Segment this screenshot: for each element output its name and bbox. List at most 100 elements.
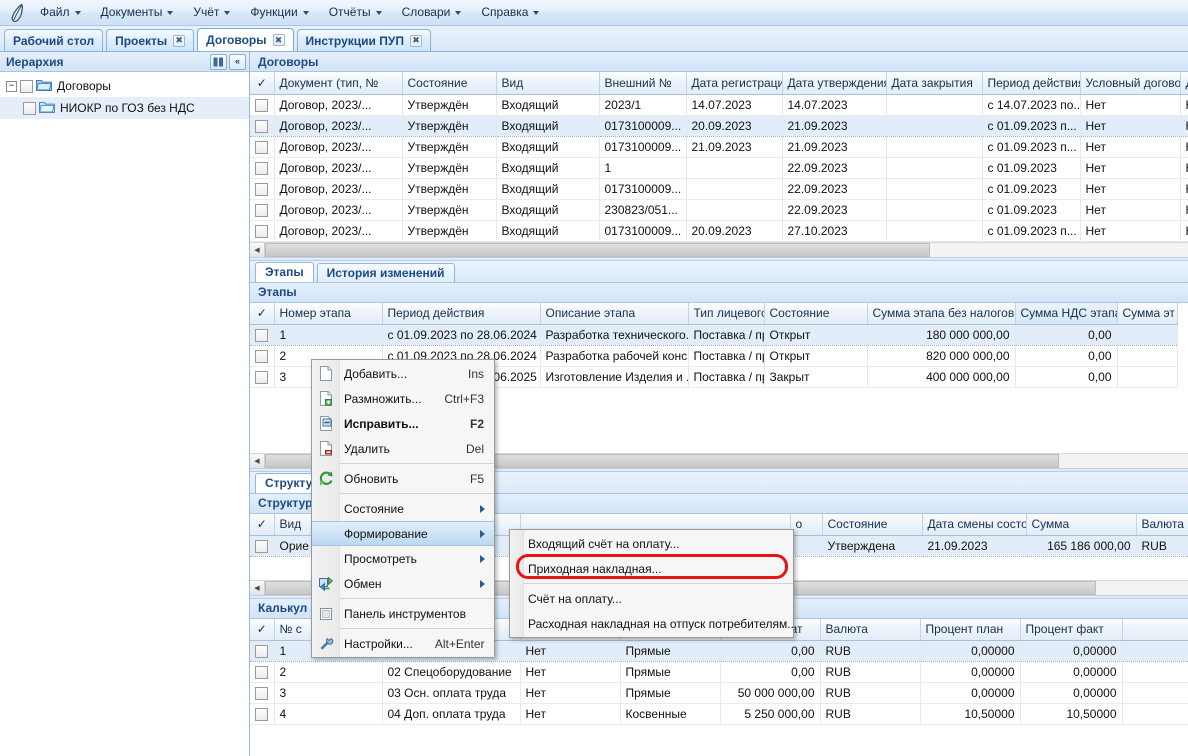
find-icon[interactable]: [210, 53, 227, 70]
tab-etapy[interactable]: Этапы: [255, 261, 314, 282]
row-checkbox[interactable]: [255, 708, 269, 722]
column-header-acct[interactable]: Тип лицевого счёт: [688, 302, 765, 325]
hierarchy-tree[interactable]: − Договоры НИОКР по: [0, 72, 249, 756]
splitter-stages-structure[interactable]: [250, 467, 1188, 472]
scroll-left-icon[interactable]: ◀: [250, 242, 265, 257]
scroll-left-icon[interactable]: ◀: [250, 453, 265, 468]
menu-documents[interactable]: Документы: [91, 1, 184, 24]
column-header-curr[interactable]: Валюта: [820, 618, 921, 641]
row-checkbox[interactable]: [255, 645, 269, 659]
close-icon[interactable]: ✖: [409, 34, 422, 47]
scroll-left-icon[interactable]: ◀: [250, 580, 265, 595]
row-checkbox[interactable]: [255, 161, 269, 175]
column-header-pct_fact[interactable]: Процент факт: [1020, 618, 1123, 641]
collapse-panel-icon[interactable]: «: [229, 53, 246, 70]
context-submenu-formirovanie[interactable]: Входящий счёт на оплату... Приходная накл…: [509, 529, 797, 638]
column-header-curr[interactable]: Валюта: [1136, 513, 1188, 536]
row-checkbox[interactable]: [255, 203, 269, 217]
table-row[interactable]: 2 02 Спецоборудование Нет Прямые 0,00 RUB 0,00…: [250, 661, 1188, 683]
row-checkbox[interactable]: [255, 687, 269, 701]
column-header-check[interactable]: ✓: [250, 72, 275, 95]
column-header-check[interactable]: ✓: [250, 513, 275, 536]
column-header-period[interactable]: Период действия: [382, 302, 541, 325]
menu-item-состояние[interactable]: Состояние: [312, 496, 494, 521]
menu-item-обновить[interactable]: Обновить F5: [312, 466, 494, 491]
menu-functions[interactable]: Функции: [240, 1, 318, 24]
row-checkbox[interactable]: [255, 98, 269, 112]
column-header-appr_date[interactable]: Дата утверждения: [782, 72, 887, 95]
row-checkbox[interactable]: [255, 666, 269, 680]
column-header-state_date[interactable]: Дата смены состоя: [922, 513, 1027, 536]
menu-help[interactable]: Справка: [471, 1, 549, 24]
table-row[interactable]: Договор, 2023/... Утверждён Входящий 017310…: [250, 220, 1188, 242]
menu-item-просмотреть[interactable]: Просмотреть: [312, 546, 494, 571]
menu-dictionaries[interactable]: Словари: [392, 1, 472, 24]
scroll-track[interactable]: [265, 242, 1188, 257]
column-header-sum_net[interactable]: Сумма этапа без налогов: [867, 302, 1016, 325]
column-header-state[interactable]: Состояние: [764, 302, 868, 325]
tab-istoriya-izmeneniy[interactable]: История изменений: [316, 262, 455, 282]
tab-proekty[interactable]: Проекты ✖: [106, 29, 195, 51]
menu-reports[interactable]: Отчёты: [319, 1, 392, 24]
column-header-period[interactable]: Период действия..: [982, 72, 1081, 95]
menu-item-приходная-накладная[interactable]: Приходная накладная...: [510, 556, 793, 581]
row-checkbox[interactable]: [255, 224, 269, 238]
row-checkbox[interactable]: [255, 140, 269, 154]
column-header-pct_plan[interactable]: Процент план: [920, 618, 1021, 641]
column-header-cond[interactable]: Условный договор: [1080, 72, 1181, 95]
node-checkbox[interactable]: [20, 79, 33, 93]
row-checkbox[interactable]: [255, 350, 269, 364]
column-header-sum_tot[interactable]: Сумма эт: [1117, 302, 1178, 325]
context-menu[interactable]: Добавить... Ins Размножить... Ctrl+F3 Исправ…: [311, 359, 495, 658]
splitter-contracts-stages[interactable]: [250, 256, 1188, 261]
menu-item-входящий-счёт-на-оплату[interactable]: Входящий счёт на оплату...: [510, 531, 793, 556]
menu-item-формирование[interactable]: Формирование: [312, 521, 494, 546]
row-checkbox[interactable]: [255, 540, 269, 554]
close-icon[interactable]: ✖: [173, 34, 186, 47]
scroll-thumb[interactable]: [265, 242, 930, 257]
column-header-more[interactable]: До: [1180, 72, 1188, 95]
row-checkbox[interactable]: [255, 371, 269, 385]
menu-item-счёт-на-оплату[interactable]: Счёт на оплату...: [510, 586, 793, 611]
menu-item-исправить[interactable]: Исправить... F2: [312, 411, 494, 436]
column-header-doc[interactable]: Документ (тип, №: [274, 72, 403, 95]
row-checkbox[interactable]: [255, 329, 269, 343]
column-header-state[interactable]: Состояние: [402, 72, 497, 95]
stages-table[interactable]: ✓ Номер этапа Период действия Описание этап…: [250, 302, 1178, 388]
table-row[interactable]: 4 04 Доп. оплата труда Нет Косвенные 5 250 0…: [250, 703, 1188, 725]
expander-icon[interactable]: −: [6, 80, 17, 92]
close-icon[interactable]: ✖: [272, 34, 285, 46]
table-row[interactable]: Договор, 2023/... Утверждён Входящий 017310…: [250, 115, 1188, 137]
column-header-tail[interactable]: [1122, 618, 1188, 641]
column-header-check[interactable]: ✓: [250, 302, 275, 325]
tree-node-dogovory[interactable]: − Договоры: [0, 75, 249, 97]
table-header-row[interactable]: ✓ Документ (тип, № Состояние Вид Внешний № Да…: [250, 72, 1188, 95]
table-row[interactable]: 3 03 Осн. оплата труда Нет Прямые 50 000 000…: [250, 682, 1188, 704]
menu-file[interactable]: Файл: [30, 1, 91, 24]
column-header-check[interactable]: ✓: [250, 618, 275, 641]
menu-item-обмен[interactable]: Обмен: [312, 571, 494, 596]
tab-dogovory[interactable]: Договоры ✖: [197, 28, 294, 51]
row-checkbox[interactable]: [255, 182, 269, 196]
table-row[interactable]: Договор, 2023/... Утверждён Входящий 017310…: [250, 178, 1188, 200]
column-header-close_date[interactable]: Дата закрытия: [886, 72, 983, 95]
tab-instrukcii-pup[interactable]: Инструкции ПУП ✖: [296, 29, 431, 51]
table-row[interactable]: Договор, 2023/... Утверждён Входящий 017310…: [250, 136, 1188, 158]
column-header-ext_no[interactable]: Внешний №: [599, 72, 687, 95]
menu-accounting[interactable]: Учёт: [183, 1, 240, 24]
menu-item-расходная-накладная-на-отпуск-потребителям[interactable]: Расходная накладная на отпуск потребител…: [510, 611, 797, 636]
menu-item-настройки[interactable]: Настройки... Alt+Enter: [312, 631, 494, 656]
menu-item-добавить[interactable]: Добавить... Ins: [312, 361, 494, 386]
menu-item-панель-инструментов[interactable]: Панель инструментов: [312, 601, 494, 626]
column-header-blank2[interactable]: о: [790, 513, 823, 536]
column-header-sum[interactable]: Сумма: [1026, 513, 1137, 536]
column-header-reg_date[interactable]: Дата регистрации.: [686, 72, 783, 95]
tree-node-niokr-goz[interactable]: НИОКР по ГОЗ без НДС: [0, 97, 249, 119]
table-row[interactable]: Договор, 2023/... Утверждён Входящий 1 22.09…: [250, 157, 1188, 179]
column-header-descr[interactable]: Описание этапа: [540, 302, 689, 325]
table-row[interactable]: Договор, 2023/... Утверждён Входящий 2023/1…: [250, 94, 1188, 116]
column-header-kind[interactable]: Вид: [496, 72, 600, 95]
column-header-sum_vat[interactable]: Сумма НДС этапа: [1015, 302, 1118, 325]
